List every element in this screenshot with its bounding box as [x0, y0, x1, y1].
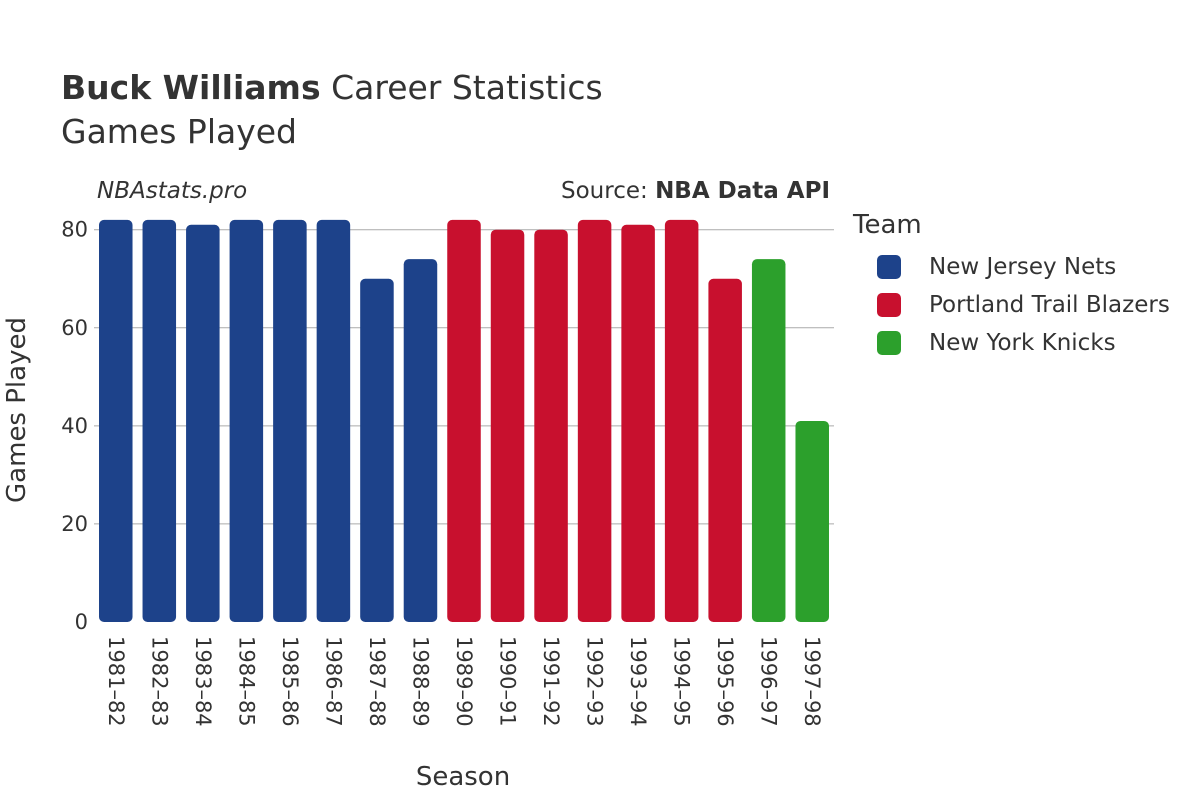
x-tick-label: 1994–95 — [670, 636, 694, 727]
bar-1995–96[interactable] — [708, 278, 742, 622]
x-axis-label: Season — [415, 762, 511, 792]
bar-1991–92[interactable] — [534, 229, 568, 622]
bar-1992–93[interactable] — [577, 219, 612, 622]
legend-label: New York Knicks — [929, 330, 1116, 356]
watermark: NBAstats.pro — [97, 178, 248, 204]
y-tick-label: 0 — [75, 610, 88, 634]
x-tick-labels: 1981–82 1982–83 1983–84 1984–85 1985–86 1986–… — [104, 636, 824, 727]
bar-1990–91[interactable] — [490, 229, 525, 622]
x-tick-label: 1982–83 — [147, 636, 171, 727]
x-tick-label: 1988–89 — [408, 636, 432, 727]
legend-item-portland-trail-blazers[interactable]: Portland Trail Blazers — [853, 286, 1170, 324]
x-tick-label: 1993–94 — [626, 636, 650, 727]
legend: Team New Jersey Nets Portland Trail Blaz… — [853, 210, 1170, 362]
x-tick-label: 1991–92 — [539, 636, 563, 727]
bar-1981–82[interactable] — [99, 219, 133, 622]
bar-1984–85[interactable] — [229, 219, 264, 622]
bars — [99, 219, 829, 622]
y-tick-label: 80 — [61, 218, 88, 242]
player-name: Buck Williams — [61, 68, 321, 107]
bar-1997–98[interactable] — [795, 420, 829, 622]
y-tick-label: 20 — [61, 512, 88, 536]
x-tick-label: 1990–91 — [496, 636, 520, 727]
bar-1988–89[interactable] — [403, 259, 438, 622]
bar-1989–90[interactable] — [447, 219, 481, 622]
chart-title: Buck Williams Career Statistics — [61, 68, 603, 107]
legend-label: Portland Trail Blazers — [929, 292, 1170, 318]
bar-1982–83[interactable] — [142, 219, 177, 622]
bar-1994–95[interactable] — [664, 219, 699, 622]
source-note: Source: NBA Data API — [561, 178, 830, 204]
x-tick-label: 1987–88 — [365, 636, 389, 727]
title-suffix: Career Statistics — [331, 68, 603, 107]
y-tick-labels: 0 20 40 60 80 — [61, 218, 88, 634]
x-tick-label: 1989–90 — [452, 636, 476, 727]
x-tick-label: 1986–87 — [321, 636, 345, 727]
bar-1985–86[interactable] — [273, 219, 307, 622]
legend-swatch — [877, 255, 901, 279]
legend-title: Team — [853, 210, 922, 240]
bar-1996–97[interactable] — [751, 259, 786, 622]
legend-swatch — [877, 293, 901, 317]
x-tick-label: 1981–82 — [104, 636, 128, 727]
legend-item-new-york-knicks[interactable]: New York Knicks — [853, 324, 1170, 362]
source-name: NBA Data API — [655, 178, 830, 204]
chart-subtitle: Games Played — [61, 112, 297, 151]
legend-swatch — [877, 331, 901, 355]
x-tick-label: 1983–84 — [191, 636, 215, 727]
bar-1986–87[interactable] — [316, 219, 351, 622]
x-tick-label: 1985–86 — [278, 636, 302, 727]
bar-1993–94[interactable] — [621, 224, 655, 622]
source-prefix: Source: — [561, 178, 656, 204]
legend-label: New Jersey Nets — [929, 254, 1117, 280]
y-tick-label: 60 — [61, 316, 88, 340]
legend-item-new-jersey-nets[interactable]: New Jersey Nets — [853, 248, 1170, 286]
x-tick-label: 1984–85 — [234, 636, 258, 727]
y-axis-label: Games Played — [2, 317, 32, 503]
x-tick-label: 1997–98 — [800, 636, 824, 727]
x-tick-label: 1995–96 — [713, 636, 737, 727]
x-tick-label: 1992–93 — [583, 636, 607, 727]
y-tick-label: 40 — [61, 414, 88, 438]
bar-1987–88[interactable] — [360, 278, 394, 622]
x-tick-label: 1996–97 — [757, 636, 781, 727]
bar-1983–84[interactable] — [186, 224, 220, 622]
